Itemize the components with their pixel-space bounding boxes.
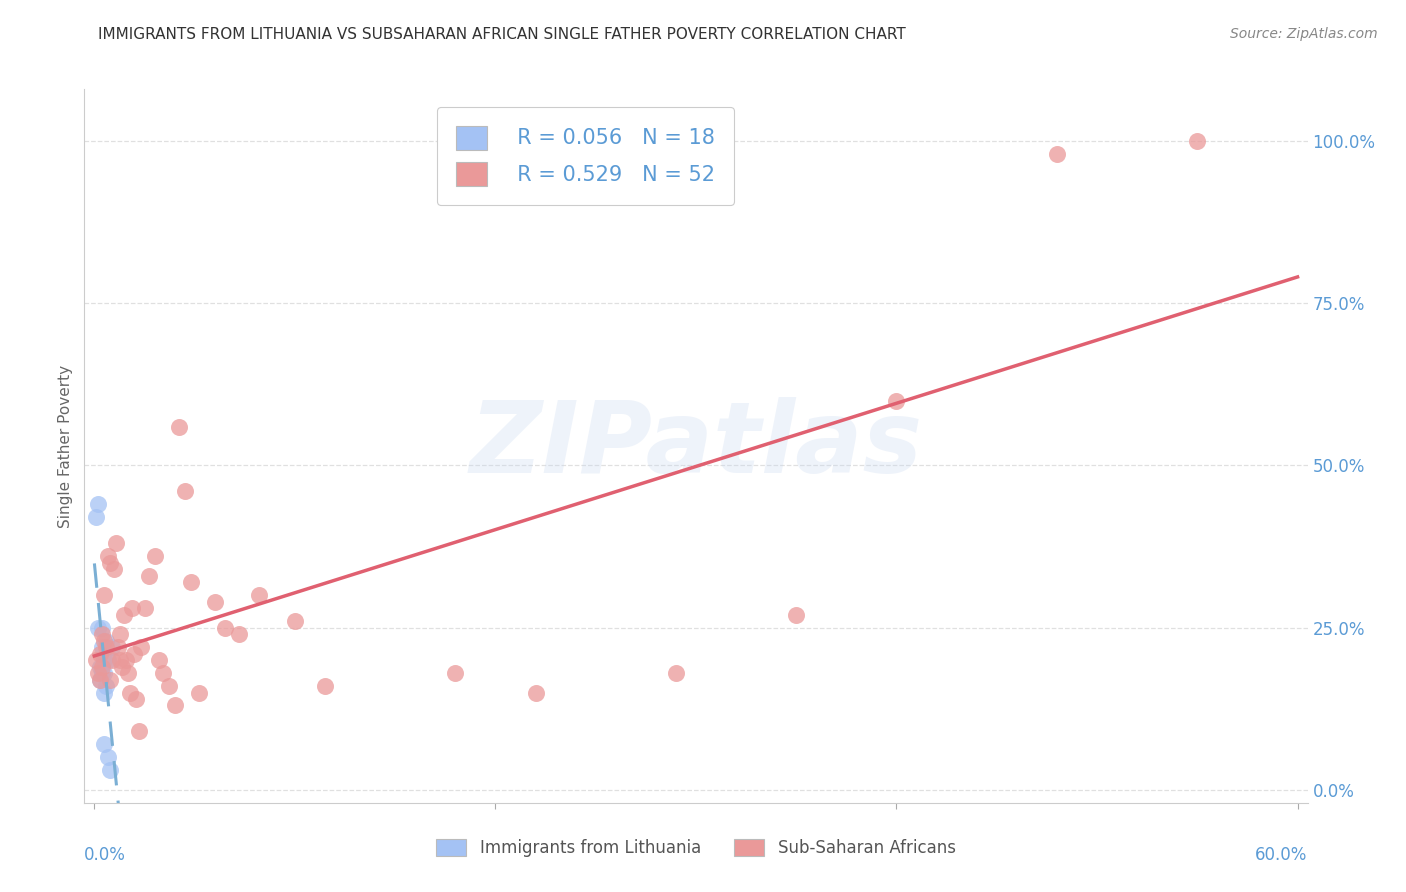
Point (180, 575, 202, 590)
Point (100, 764, 122, 778)
Point (96, 679, 118, 693)
Point (152, 666, 174, 681)
Point (89, 647, 111, 661)
Point (1046, 147, 1069, 161)
Point (214, 621, 236, 635)
Point (101, 653, 124, 667)
Point (125, 692, 148, 706)
Point (121, 601, 143, 615)
Point (187, 685, 209, 699)
Point (97, 653, 120, 667)
Point (204, 595, 226, 609)
Point (100, 673, 122, 687)
Point (228, 627, 250, 641)
Point (93, 738, 115, 752)
Point (110, 627, 132, 641)
Point (120, 685, 142, 699)
Y-axis label: Single Father Poverty: Single Father Poverty (58, 365, 73, 527)
Point (105, 536, 128, 550)
Point (157, 679, 180, 693)
Point (143, 549, 166, 564)
Point (91, 627, 114, 641)
Point (97, 750, 120, 764)
Point (163, 698, 186, 713)
Point (96, 640, 118, 654)
Point (93, 633, 115, 648)
Point (93, 653, 115, 667)
Point (129, 640, 152, 654)
Point (138, 568, 160, 582)
Point (91, 666, 114, 681)
Point (91, 621, 114, 635)
Point (86, 653, 108, 667)
Point (91, 640, 114, 654)
Point (111, 659, 134, 673)
Point (1187, 134, 1209, 148)
Point (886, 393, 908, 408)
Text: Source: ZipAtlas.com: Source: ZipAtlas.com (1230, 27, 1378, 41)
Point (101, 640, 124, 654)
Point (148, 653, 170, 667)
Point (107, 640, 129, 654)
Text: 0.0%: 0.0% (84, 846, 127, 863)
Point (167, 419, 190, 434)
Point (93, 685, 115, 699)
Point (665, 666, 688, 681)
Text: IMMIGRANTS FROM LITHUANIA VS SUBSAHARAN AFRICAN SINGLE FATHER POVERTY CORRELATIO: IMMIGRANTS FROM LITHUANIA VS SUBSAHARAN … (98, 27, 907, 42)
Point (524, 685, 547, 699)
Point (134, 601, 156, 615)
Point (96, 633, 118, 648)
Point (115, 653, 138, 667)
Point (314, 679, 336, 693)
Point (89, 673, 111, 687)
Point (93, 588, 115, 602)
Point (89, 673, 111, 687)
Point (284, 614, 307, 628)
Text: 60.0%: 60.0% (1256, 846, 1308, 863)
Point (444, 666, 467, 681)
Point (86, 510, 108, 524)
Point (173, 484, 195, 499)
Point (785, 607, 807, 622)
Point (87, 497, 110, 511)
Text: ZIPatlas: ZIPatlas (470, 398, 922, 494)
Point (103, 562, 125, 576)
Point (128, 724, 150, 739)
Point (114, 607, 136, 622)
Point (110, 653, 132, 667)
Point (87, 621, 110, 635)
Legend: Immigrants from Lithuania, Sub-Saharan Africans: Immigrants from Lithuania, Sub-Saharan A… (427, 831, 965, 866)
Point (117, 666, 139, 681)
Point (247, 588, 270, 602)
Point (100, 556, 122, 570)
Point (93, 666, 115, 681)
Point (124, 647, 146, 661)
Point (97, 549, 120, 564)
Point (91, 659, 114, 673)
Point (87, 666, 110, 681)
Point (89, 659, 111, 673)
